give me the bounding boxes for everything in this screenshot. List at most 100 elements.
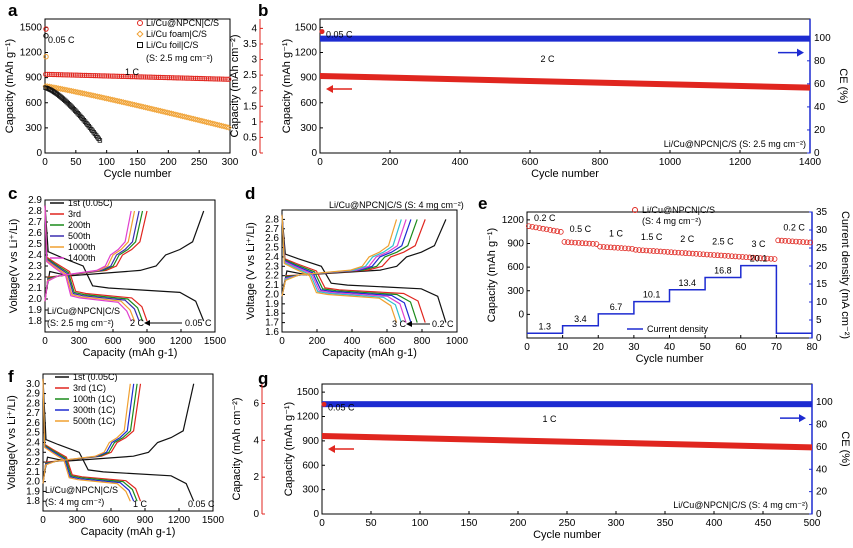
panel-g-arrow-left-head [328, 445, 335, 453]
panel-b-right-tick-label: 40 [814, 102, 826, 113]
panel-a-point [115, 73, 121, 79]
panel-f-xtick-label: 1500 [202, 515, 225, 526]
panel-e-capacity-point [757, 255, 764, 261]
panel-e-capacity-point [771, 256, 778, 262]
panel-f-discharge-curve [42, 378, 195, 502]
panel-a-point [189, 75, 195, 81]
panel-b-left-tick-label: 0 [251, 148, 257, 159]
panel-d-xlabel: Capacity (mAh g-1) [322, 347, 417, 359]
panel-e-capacity-point [529, 224, 536, 230]
panel-d-ytick-label: 2.8 [265, 214, 279, 225]
panel-c-discharge-curve [44, 205, 132, 322]
panel-b-right-tick-label: 0 [814, 148, 820, 159]
panel-a-ytick-label: 900 [25, 73, 42, 84]
panel-c-xtick-label: 0 [42, 336, 48, 347]
panel-a-point [85, 72, 91, 79]
panel-g-annotation: 1 C [543, 414, 558, 424]
panel-d-xtick-label: 1000 [446, 336, 469, 347]
panel-e-legend-label: (S: 4 mg cm⁻²) [642, 216, 701, 226]
panel-f-xlabel: Capacity (mAh g-1) [81, 526, 176, 538]
panel-a-point [225, 124, 232, 131]
panel-a-point [168, 75, 175, 81]
panel-a-point [131, 74, 138, 80]
panel-a-point [191, 75, 197, 81]
panel-e-capacity-point [650, 248, 657, 254]
panel-f-legend-label: 100th (1C) [73, 394, 116, 404]
panel-c-ytick-label: 2.3 [28, 261, 42, 272]
panel-a-point [152, 74, 158, 80]
panel-f-ytick-label: 2.1 [26, 467, 40, 478]
panel-g-ytick-label: 900 [302, 436, 319, 447]
panel-e-rate-label: 2.5 C [712, 237, 734, 247]
panel-e-xtick-label: 80 [806, 342, 818, 353]
panel-label-e: e [478, 194, 487, 213]
panel-a-point [71, 107, 77, 112]
panel-a-point [148, 74, 154, 80]
panel-e-rate-label: 2 C [680, 234, 695, 244]
panel-a-point [141, 74, 147, 80]
panel-a-point [126, 73, 132, 80]
panel-b-ytick-label: 600 [300, 98, 317, 109]
panel-b-xtick-label: 400 [452, 157, 469, 168]
panel-e-current-label: 3.4 [574, 314, 587, 324]
panel-b-xtick-label: 200 [382, 157, 399, 168]
panel-a-point [218, 76, 224, 82]
panel-g-xtick-label: 0 [319, 518, 325, 529]
panel-a-point [213, 76, 219, 82]
panel-g-right-tick-label: 60 [816, 442, 828, 453]
panel-c-ytick-label: 2.5 [28, 239, 42, 250]
panel-g-left-ylabel: Capacity (mAh cm⁻²) [231, 398, 243, 501]
panel-e-legend-marker [632, 207, 638, 213]
panel-f-xtick-label: 300 [69, 515, 86, 526]
panel-f-ytick-label: 2.3 [26, 447, 40, 458]
panel-a-point [107, 73, 113, 79]
panel-a-point [161, 74, 167, 81]
panel-a-point [128, 74, 134, 80]
panel-e-capacity-point [661, 248, 667, 255]
panel-d-discharge-curve [281, 214, 426, 323]
panel-e-xtick-label: 70 [771, 342, 783, 353]
panel-a-point [74, 109, 79, 115]
panel-e-capacity-point [625, 245, 632, 252]
panel-g-xtick-label: 250 [559, 518, 576, 529]
panel-d-charge-curve [281, 219, 447, 295]
panel-d-annotation: 0.2 C [432, 319, 454, 329]
panel-d-ytick-label: 1.7 [265, 318, 279, 329]
panel-a-annotation: 0.05 C [48, 35, 75, 45]
panel-e-capacity-point [654, 248, 660, 255]
panel-a-xtick-label: 300 [222, 157, 239, 168]
panel-f-annotation: Li/Cu@NPCN|C/S [45, 485, 118, 495]
panel-e-capacity-point [768, 255, 774, 262]
panel-e-capacity-point [739, 254, 746, 260]
panel-e-rate-label: 1 C [609, 229, 624, 239]
panel-e-capacity-point [736, 253, 742, 260]
panel-a-xtick-label: 0 [42, 157, 48, 168]
panel-d-ytick-label: 2.1 [265, 280, 279, 291]
panel-f-discharge-curve [42, 378, 142, 502]
panel-d-ytick-label: 2.6 [265, 233, 279, 244]
panel-e-capacity-point [693, 251, 700, 257]
panel-a-legend-label: Li/Cu foam|C/S [146, 29, 207, 39]
panel-a-xtick-label: 50 [70, 157, 82, 168]
panel-c-ytick-label: 2.2 [28, 272, 42, 283]
panel-a-point [174, 75, 180, 81]
panel-a-point [113, 73, 119, 79]
panel-e-capacity-point [764, 255, 771, 262]
panel-e-capacity-point [746, 254, 753, 261]
panel-f-xtick-label: 0 [40, 515, 46, 526]
panel-a-point [226, 76, 232, 82]
panel-a-point [89, 72, 95, 79]
panel-c-legend-label: 500th [68, 231, 91, 241]
panel-e-capacity-point [622, 245, 628, 252]
panel-e-capacity-point [714, 252, 721, 259]
panel-a-point [92, 73, 99, 79]
panel-e-capacity-point [565, 239, 571, 245]
panel-e-right-tick-label: 35 [816, 207, 828, 218]
panel-e-rate-label: 0.2 C [783, 222, 805, 232]
panel-g-ylabel: Capacity (mAh g⁻¹) [283, 402, 295, 496]
panel-a-ytick-label: 1500 [20, 22, 43, 33]
panel-b-right-tick-label: 60 [814, 79, 826, 90]
panel-g-ytick-label: 300 [302, 485, 319, 496]
panel-e-xtick-label: 50 [700, 342, 712, 353]
